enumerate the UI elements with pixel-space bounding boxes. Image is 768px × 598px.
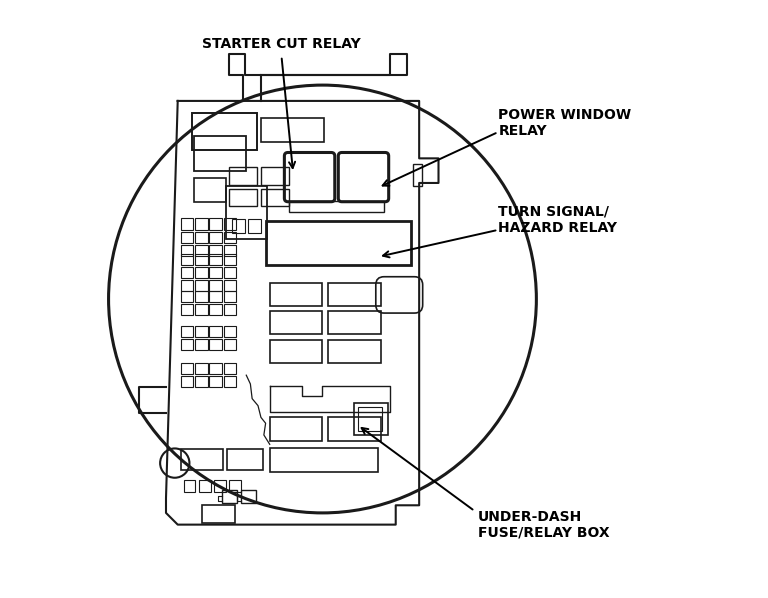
Text: TURN SIGNAL/
HAZARD RELAY: TURN SIGNAL/ HAZARD RELAY [498,205,617,235]
Bar [180,254,194,265]
Bar [210,254,222,265]
Bar [223,267,237,278]
Bar [222,490,237,503]
Bar [180,245,194,256]
Bar [195,362,207,374]
Bar [210,376,222,387]
Bar [329,283,381,306]
Bar [266,221,411,265]
Bar [329,417,381,441]
Text: UNDER-DASH
FUSE/RELAY BOX: UNDER-DASH FUSE/RELAY BOX [478,509,609,540]
Bar [180,231,194,243]
Bar [214,480,226,492]
Bar [199,480,210,492]
Bar [195,245,207,256]
Bar [180,339,194,350]
Bar [270,448,378,472]
Bar [210,245,222,256]
Bar [358,407,382,431]
Bar [194,136,247,171]
Bar [210,362,222,374]
Bar [241,490,257,503]
Bar [210,339,222,350]
Bar [194,178,226,202]
Bar [230,480,241,492]
Bar [270,311,323,334]
Bar [353,402,388,435]
Bar [329,340,381,364]
Bar [261,189,289,206]
Bar [223,291,237,302]
Bar [210,231,222,243]
Bar [210,304,222,315]
Bar [232,219,244,233]
Bar [223,376,237,387]
Bar [180,280,194,291]
Bar [210,326,222,337]
Bar [223,254,237,265]
Bar [180,267,194,278]
Bar [202,505,234,523]
Bar [223,231,237,243]
Bar [195,376,207,387]
Bar [210,267,222,278]
Bar [210,291,222,302]
Bar [270,417,323,441]
Bar [248,219,261,233]
Bar [329,311,381,334]
Bar [223,339,237,350]
Bar [195,304,207,315]
Bar [223,304,237,315]
Bar [270,283,323,306]
Bar [289,200,384,212]
Bar [180,304,194,315]
Bar [223,218,237,230]
Bar [180,291,194,302]
Bar [195,280,207,291]
Bar [195,339,207,350]
Bar [261,167,289,185]
Bar [210,218,222,230]
Bar [210,280,222,291]
Bar [195,291,207,302]
Bar [184,480,195,492]
Text: STARTER CUT RELAY: STARTER CUT RELAY [202,37,361,51]
Bar [223,280,237,291]
Bar [229,189,257,206]
Bar [223,362,237,374]
Bar [270,340,323,364]
Bar [195,231,207,243]
Bar [226,187,266,239]
Bar [229,167,257,185]
Bar [223,326,237,337]
Bar [180,362,194,374]
Bar [195,218,207,230]
Bar [227,449,263,470]
Bar [223,245,237,256]
Bar [180,326,194,337]
Bar [195,326,207,337]
Bar [413,164,422,187]
Bar [180,449,223,470]
Bar [180,376,194,387]
Bar [180,218,194,230]
Bar [192,113,257,150]
Bar [195,267,207,278]
Text: POWER WINDOW
RELAY: POWER WINDOW RELAY [498,108,631,138]
Bar [195,254,207,265]
Bar [261,118,324,142]
